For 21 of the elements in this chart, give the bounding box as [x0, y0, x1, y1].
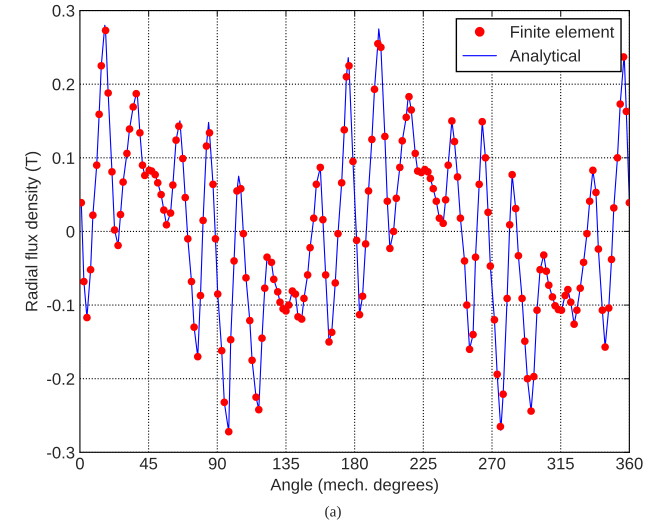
x-tick-label: 90: [208, 458, 226, 470]
legend-label: Analytical: [510, 49, 580, 65]
x-tick-label: 315: [547, 458, 574, 470]
x-tick-label: 225: [410, 458, 437, 470]
x-axis-title: Angle (mech. degrees): [270, 478, 438, 494]
y-tick-label: 0.2: [52, 78, 74, 90]
y-tick-label: 0: [66, 226, 74, 238]
y-tick-label: -0.1: [47, 299, 74, 312]
x-tick-label: 45: [140, 458, 158, 470]
x-tick-label: 180: [342, 458, 368, 470]
y-tick-label: -0.3: [47, 446, 74, 459]
x-tick-label: 270: [478, 458, 506, 470]
y-axis-title: Radial flux density (T): [25, 152, 41, 311]
text: (a): [325, 506, 341, 520]
y-tick-label: 0.3: [52, 4, 74, 17]
legend-label: Finite element: [511, 26, 614, 38]
x-tick-label: 0: [76, 458, 84, 470]
x-tick-label: 360: [616, 458, 643, 470]
y-tick-label: -0.2: [47, 373, 74, 385]
y-tick-label: 0.1: [52, 152, 74, 164]
x-tick-label: 135: [273, 458, 300, 470]
